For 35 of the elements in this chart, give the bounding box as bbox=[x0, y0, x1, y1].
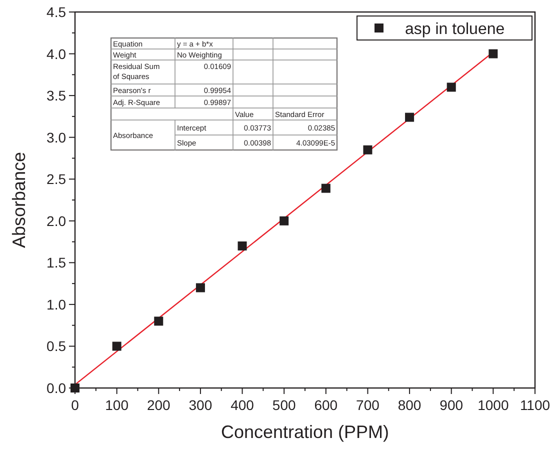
y-tick-label: 2.5 bbox=[46, 171, 66, 188]
point bbox=[154, 316, 164, 326]
x-tick-label: 900 bbox=[440, 397, 464, 413]
x-tick-label: 400 bbox=[230, 397, 254, 413]
point bbox=[321, 184, 330, 193]
point bbox=[363, 145, 372, 154]
point bbox=[446, 82, 456, 92]
y-tick-label: 3.0 bbox=[46, 129, 66, 146]
x-tick-label: 0 bbox=[71, 397, 80, 413]
x-tick-label: 300 bbox=[188, 397, 212, 413]
x-tick-label: 200 bbox=[146, 397, 171, 413]
y-tick-label: 0.0 bbox=[46, 380, 66, 396]
point bbox=[196, 283, 205, 292]
x-tick-label: 1100 bbox=[520, 397, 550, 413]
y-tick-label: 3.5 bbox=[46, 88, 66, 104]
point bbox=[280, 216, 289, 226]
x-axis-title: Concentration (PPM) bbox=[220, 422, 390, 442]
x-tick-label: 500 bbox=[272, 397, 296, 413]
y-tick-label: 4.5 bbox=[46, 4, 66, 20]
x-tick-label: 1000 bbox=[478, 397, 509, 413]
point bbox=[112, 342, 122, 351]
y-tick-label: 2.0 bbox=[46, 212, 66, 229]
x-tick-label: 700 bbox=[356, 397, 380, 413]
point bbox=[405, 112, 414, 122]
x-tick-label: 800 bbox=[398, 397, 422, 413]
point bbox=[488, 49, 498, 58]
x-tick-label: 100 bbox=[105, 397, 129, 413]
x-tick-label: 600 bbox=[314, 397, 338, 413]
y-tick-label: 0.5 bbox=[46, 338, 66, 354]
y-axis-title: Absorbance bbox=[9, 152, 29, 248]
point bbox=[238, 241, 247, 250]
y-tick-label: 1.0 bbox=[46, 296, 66, 312]
legend-label: asp in toluene bbox=[405, 21, 505, 38]
y-tick-label: 1.5 bbox=[46, 254, 66, 271]
y-tick-label: 4.0 bbox=[46, 46, 66, 62]
